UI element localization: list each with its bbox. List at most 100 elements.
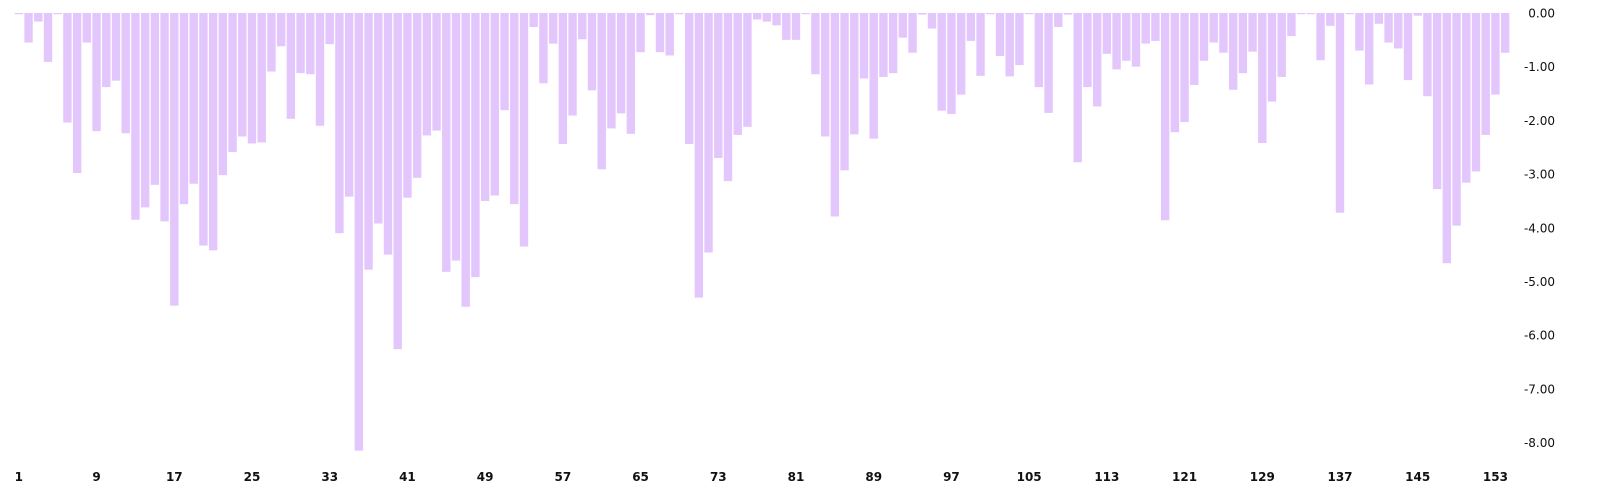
bar <box>578 13 587 40</box>
bar <box>1462 13 1471 183</box>
x-tick-label: 65 <box>632 470 649 484</box>
bar <box>218 13 228 176</box>
bar <box>325 13 334 45</box>
bar <box>558 13 568 145</box>
bar <box>1034 13 1044 88</box>
bar <box>1015 13 1024 66</box>
y-tick-label: 0.00 <box>1528 7 1555 21</box>
y-tick-label: -8.00 <box>1524 436 1555 450</box>
y-tick-label: -7.00 <box>1524 382 1555 396</box>
bar <box>1442 13 1452 264</box>
bar <box>43 13 53 62</box>
bar <box>170 13 179 306</box>
x-tick-label: 105 <box>1017 470 1042 484</box>
bar <box>772 13 781 26</box>
bar <box>1199 13 1209 61</box>
bar <box>888 13 898 74</box>
bar <box>723 13 733 182</box>
x-tick-label: 41 <box>399 470 416 484</box>
x-tick-label: 9 <box>92 470 100 484</box>
bar <box>354 13 364 451</box>
bar <box>1500 13 1510 53</box>
bar <box>1073 13 1082 163</box>
bar <box>53 13 62 15</box>
bar <box>655 13 665 53</box>
bar <box>1219 13 1228 53</box>
bar <box>782 13 791 40</box>
bar <box>306 13 315 75</box>
bar <box>976 13 985 76</box>
bar <box>587 13 597 91</box>
bar <box>539 13 548 84</box>
bar <box>364 13 373 270</box>
bar <box>1160 13 1170 221</box>
bar <box>762 13 772 22</box>
bar <box>850 13 859 135</box>
bar <box>607 13 616 129</box>
y-tick-label: -2.00 <box>1524 114 1555 128</box>
bar <box>1112 13 1121 70</box>
bar <box>442 13 451 272</box>
x-tick-label: 153 <box>1483 470 1508 484</box>
bar <box>296 13 305 74</box>
bar <box>675 13 684 15</box>
bar <box>519 13 529 247</box>
bar <box>1345 13 1354 15</box>
bar <box>121 13 130 134</box>
bar <box>1374 13 1384 24</box>
bar <box>335 13 344 234</box>
bar <box>412 13 422 178</box>
bar <box>510 13 519 205</box>
bar <box>1471 13 1481 172</box>
bar <box>1092 13 1102 107</box>
bar <box>1054 13 1063 27</box>
bars-layer <box>14 13 1510 451</box>
bar <box>500 13 509 111</box>
y-tick-label: -3.00 <box>1524 168 1555 182</box>
bar <box>1403 13 1413 81</box>
bar <box>811 13 820 75</box>
bar <box>820 13 830 137</box>
bar <box>956 13 966 95</box>
bar <box>257 13 266 143</box>
bar <box>966 13 976 41</box>
bar <box>160 13 169 222</box>
bar <box>1335 13 1345 213</box>
x-tick-label: 17 <box>166 470 183 484</box>
bar <box>1413 13 1422 16</box>
bar <box>743 13 752 127</box>
bar <box>344 13 354 197</box>
bar <box>1364 13 1374 85</box>
bar <box>665 13 674 56</box>
x-tick-label: 113 <box>1094 470 1119 484</box>
x-tick-label: 129 <box>1250 470 1275 484</box>
bar <box>228 13 237 153</box>
x-axis: 1 9 17 25 33 41 49 57 65 73 81 89 97 105 113 121 129 137 1… <box>15 470 1508 484</box>
bar <box>1190 13 1199 85</box>
x-tick-label: 137 <box>1327 470 1352 484</box>
bar <box>432 13 441 131</box>
bar <box>63 13 72 123</box>
bar <box>1209 13 1218 43</box>
bar <box>733 13 742 135</box>
bar <box>208 13 218 251</box>
bar <box>529 13 538 27</box>
bar <box>1452 13 1461 226</box>
bar <box>102 13 111 88</box>
bar <box>1083 13 1092 88</box>
x-tick-label: 97 <box>943 470 960 484</box>
bar <box>1141 13 1150 44</box>
bar <box>82 13 92 43</box>
bar <box>480 13 490 201</box>
bar <box>714 13 723 158</box>
y-tick-label: -6.00 <box>1524 329 1555 343</box>
bar <box>1151 13 1160 41</box>
bar <box>684 13 694 145</box>
bar <box>927 13 937 29</box>
bar <box>597 13 606 170</box>
bar <box>1228 13 1238 90</box>
bar <box>646 13 655 16</box>
bar <box>1122 13 1131 61</box>
